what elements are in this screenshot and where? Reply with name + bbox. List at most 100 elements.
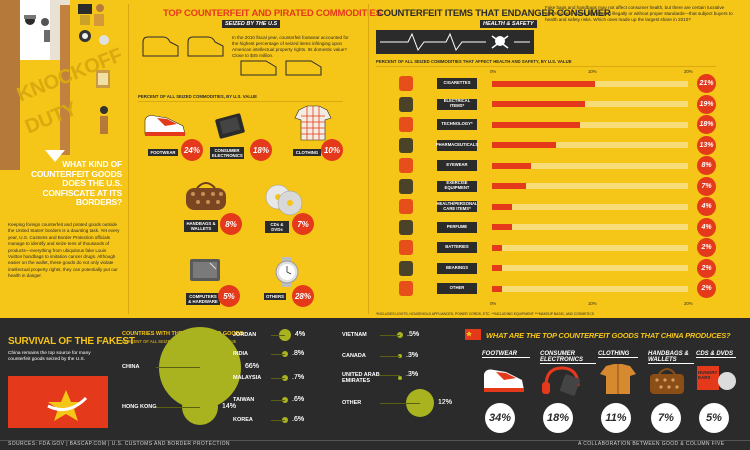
divider [368, 4, 369, 314]
health-row-icon [399, 96, 413, 112]
left-column: KNOCKOFF DUTY WHAT KIND OF COUNTERFEIT G… [0, 0, 126, 312]
country-leader-line [380, 375, 400, 376]
health-row-track [492, 80, 688, 87]
health-row-bar [492, 162, 532, 169]
health-row-icon [399, 137, 413, 153]
country-pct: .8% [292, 350, 305, 357]
country-pct: .3% [406, 352, 419, 359]
health-row-icon [399, 219, 413, 235]
health-row-icon [399, 260, 413, 276]
health-row-icon [399, 76, 413, 91]
seized-label-clothing: CLOTHING [293, 149, 321, 156]
health-row-bar [492, 80, 595, 87]
health-row-label: EYEWEAR [437, 160, 477, 171]
footer-credit: A COLLABORATION BETWEEN GOOD & COLUMN FI… [578, 441, 725, 447]
country-name: OTHER [342, 400, 362, 406]
country-dot [397, 332, 403, 338]
country-pct: 4% [295, 331, 306, 338]
health-pct-rule [376, 66, 716, 67]
country-name: MALAYSIA [233, 375, 262, 381]
seized-badge-computers: 5% [218, 285, 240, 307]
seized-label-others: OTHERS [264, 293, 286, 300]
seized-label-electronics: CONSUMER ELECTRONICS [210, 147, 244, 159]
axis-bottom-10: 10% [588, 301, 597, 306]
health-row-track [492, 142, 688, 148]
health-row-bar [492, 265, 502, 271]
country-pct: .6% [292, 396, 305, 403]
health-row-pct: 2% [697, 279, 716, 298]
health-row-track [492, 224, 688, 230]
seized-label-computers: COMPUTERS & HARDWARE [186, 293, 220, 305]
country-dot [282, 351, 288, 357]
footer-bar [0, 440, 750, 450]
country-pct: .5% [407, 331, 420, 338]
seized-label-cds: CDs & DVDs [265, 221, 289, 233]
intro-text: Keeping foreign counterfeit and pirated … [8, 222, 120, 279]
country-leader-line [271, 400, 285, 401]
health-row-bar [492, 244, 502, 251]
ereader-icon [215, 113, 245, 139]
survival-text: China remains the top source for many co… [8, 351, 91, 362]
country-name: UNITED ARAB EMIRATES [342, 372, 380, 384]
health-row-bar [492, 285, 502, 292]
health-row-label: CIGARETTES [437, 78, 477, 89]
country-pct: .3% [406, 371, 419, 378]
health-row-track [492, 121, 688, 128]
seized-badge-handbags: 8% [220, 213, 242, 235]
sneaker-icon [144, 115, 186, 136]
china-item-heading: CLOTHING [598, 351, 638, 358]
health-row-label: BATTERIES [437, 242, 477, 253]
country-name: JORDAN [233, 332, 257, 338]
country-leader-line [380, 335, 400, 336]
health-row-bar [492, 203, 512, 210]
health-row-label: EXERCISE EQUIPMENT [437, 180, 477, 192]
seized-pct-rule [138, 101, 343, 102]
shoe-sketch-icon [240, 60, 322, 76]
axis-top-10: 10% [588, 69, 597, 74]
seized-badge-others: 28% [292, 285, 314, 307]
country-leader-line [271, 378, 285, 379]
country-dot [282, 397, 288, 403]
health-row-icon [399, 117, 413, 132]
health-row-label: PERFUME [437, 221, 477, 233]
country-name: VIETNAM [342, 332, 367, 338]
health-row-bar [492, 224, 512, 230]
country-name: KOREA [233, 417, 253, 423]
seized-text: In the 2010 fiscal year, counterfeit foo… [232, 35, 349, 58]
shoe-drawing-icon [142, 36, 224, 57]
country-pct: 12% [438, 399, 453, 406]
disc-icon [265, 184, 303, 216]
health-row-pct: 13% [697, 135, 716, 155]
health-row-label: TECHNOLOGY* [437, 119, 477, 130]
health-row-label: BEARINGS [437, 262, 477, 274]
country-pct: 66% [245, 363, 260, 370]
health-row-track [492, 162, 688, 169]
health-row-pct: 19% [697, 94, 716, 114]
country-dot [398, 354, 402, 358]
seized-badge-clothing: 10% [321, 139, 343, 161]
seized-subtitle: SEIZED BY THE U.S [222, 20, 281, 28]
health-row-icon [399, 281, 413, 296]
health-row-icon [399, 178, 413, 194]
question-arrow-icon [45, 150, 65, 162]
shirt-icon [294, 105, 332, 141]
health-row-track [492, 265, 688, 271]
country-leader-line [380, 356, 400, 357]
divider [128, 4, 129, 314]
health-row-pct: 4% [697, 217, 716, 237]
health-row-bar [492, 142, 556, 148]
health-row-pct: 4% [697, 197, 716, 216]
health-row-bar [492, 101, 586, 107]
health-row-bar [492, 121, 581, 128]
handbag-icon [650, 368, 684, 394]
axis-bottom-0: 0% [490, 301, 497, 306]
china-flag-small-icon [465, 329, 481, 340]
health-row-pct: 2% [697, 238, 716, 257]
headphones-icon [542, 366, 581, 396]
china-item-heading: CONSUMER ELECTRONICS [540, 351, 596, 364]
country-pct: .7% [292, 374, 305, 381]
country-dot [282, 375, 288, 381]
seized-label-handbags: HANDBAGS & WALLETS [184, 220, 218, 232]
china-title: WHAT ARE THE TOP COUNTERFEIT GOODS THAT … [486, 331, 731, 340]
seized-label-footwear: FOOTWEAR [148, 149, 178, 156]
